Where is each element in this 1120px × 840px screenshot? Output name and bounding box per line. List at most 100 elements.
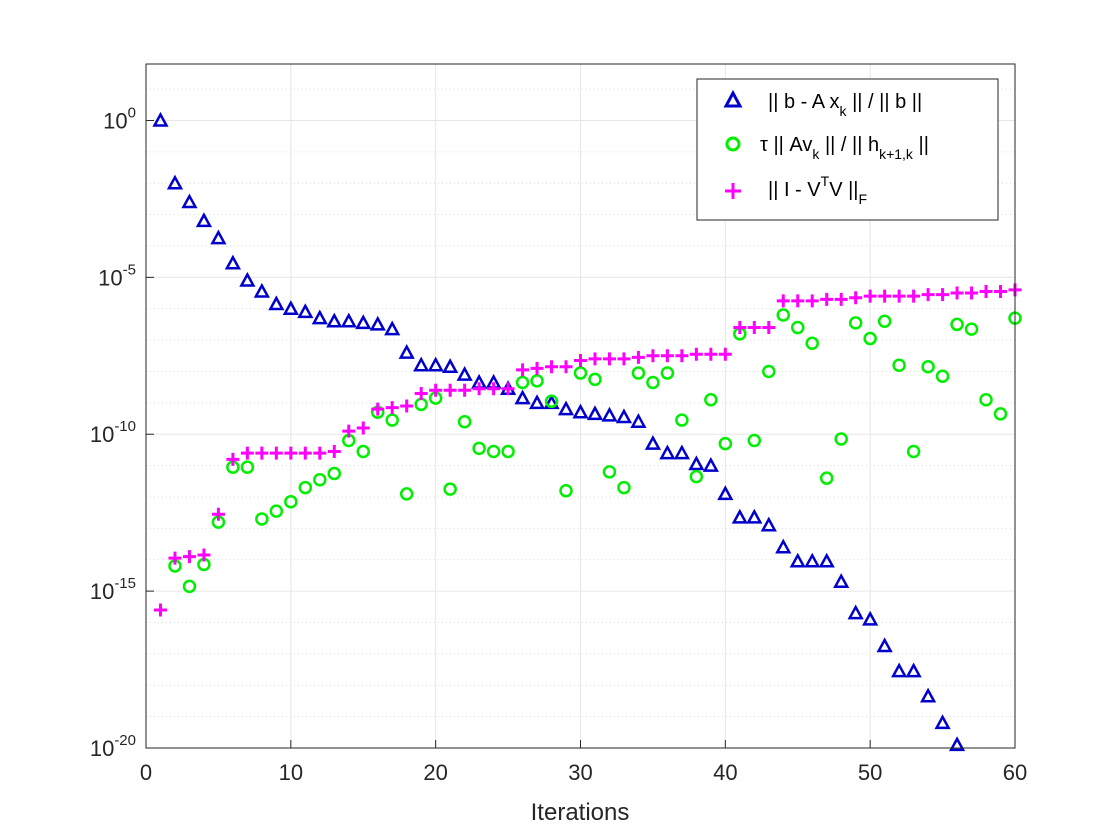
circle-marker [313,472,327,487]
circle-marker [617,480,631,495]
plus-marker [472,382,486,396]
triangle-marker [224,254,242,270]
triangle-marker [862,610,879,626]
plus-marker [153,603,167,617]
plus-marker [965,286,979,300]
circle-marker [993,407,1008,421]
plus-marker [356,421,370,435]
circle-marker [776,308,791,322]
circle-marker [950,317,964,332]
legend-plus-marker [725,183,741,199]
plus-marker [747,321,761,335]
triangle-marker [688,455,705,471]
plus-marker [385,401,399,415]
plus-marker [776,294,790,308]
circle-marker [689,469,704,484]
plus-marker [646,349,660,363]
triangle-marker [210,229,227,245]
circle-marker [906,444,921,459]
x-tick-label: 50 [858,760,882,785]
plus-marker [313,446,327,460]
triangle-marker [919,687,937,703]
plus-marker [588,352,602,366]
x-tick-label: 20 [423,760,447,785]
circle-marker [805,336,819,350]
triangle-marker [731,508,748,524]
plus-marker [907,289,921,303]
series-2 [168,308,1022,594]
circle-marker [501,444,515,459]
circle-marker [472,441,486,456]
triangle-marker [427,356,444,372]
triangle-marker [572,403,589,419]
triangle-marker [195,212,213,228]
plus-marker [226,452,240,466]
plus-marker [443,383,457,397]
plus-marker [342,424,356,438]
plus-marker [936,288,950,302]
triangle-marker [804,552,821,568]
triangle-marker [948,736,966,752]
triangle-marker [442,358,459,374]
triangle-marker [456,366,473,381]
plus-marker [950,286,964,300]
circle-marker [457,414,472,429]
x-tick-label: 10 [279,760,303,785]
triangle-marker [702,457,719,472]
triangle-marker [818,552,835,568]
triangle-marker [644,435,662,450]
plus-marker [516,363,530,377]
plus-marker [660,349,674,363]
plus-marker [762,321,776,335]
legend-circle-marker [725,136,741,152]
plus-marker [791,294,805,308]
triangle-marker [847,604,864,620]
plus-marker [849,291,863,305]
plus-marker [979,284,993,298]
plus-marker [602,352,616,366]
circle-marker [834,432,848,446]
y-tick-labels: 100 10-5 10-10 10-15 10-20 [90,104,136,761]
circle-marker [979,392,993,407]
triangle-marker [673,444,690,460]
plus-marker [704,347,718,361]
plus-marker [921,288,935,302]
plus-marker [834,292,848,306]
triangle-marker [340,312,357,328]
x-tick-label: 30 [568,760,592,785]
plus-marker [327,444,341,458]
circle-marker [892,358,906,372]
circle-marker [486,444,501,459]
triangle-marker [557,400,575,416]
circle-marker [588,372,602,387]
legend-label-tau: τ || Avk || / || hk+1,k || [760,134,929,162]
x-tick-label: 0 [140,760,152,785]
triangle-marker [833,573,850,588]
plus-marker [371,402,385,416]
x-tick-label: 60 [1003,760,1027,785]
plus-marker [284,446,298,460]
plus-marker [429,383,443,397]
plus-marker [892,289,906,303]
triangle-marker [760,516,777,532]
y-tick-label: 10-5 [98,261,136,290]
legend-label-residual: || b - A xk || / || b || [768,91,922,119]
plus-marker [631,350,645,364]
circle-marker [935,369,950,383]
circle-marker [631,366,646,380]
circle-marker [704,392,718,407]
plus-marker [240,446,254,460]
circle-marker [863,331,877,346]
series-3 [153,283,1022,617]
plus-marker [689,347,703,361]
triangle-marker [297,303,314,319]
circle-marker [255,512,269,526]
triangle-marker [384,320,401,336]
circle-marker [284,494,298,509]
circle-marker [443,482,457,496]
legend-triangle-marker [723,89,743,108]
y-tick-label: 10-10 [90,418,136,447]
circle-marker [819,471,834,485]
circle-marker [515,375,530,390]
